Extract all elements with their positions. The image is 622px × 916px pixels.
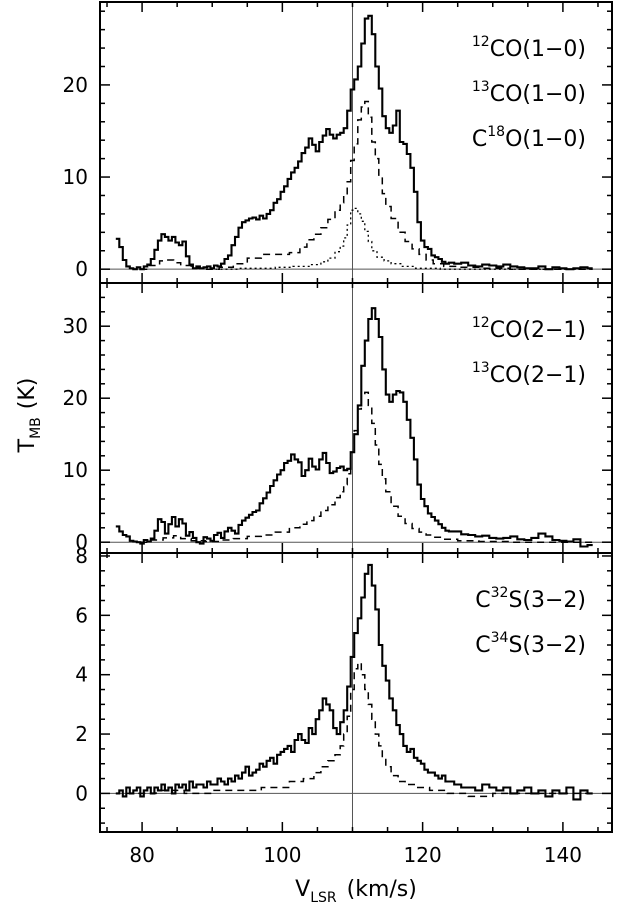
x-tick-label: 140	[544, 843, 582, 867]
y-axis-title-unit: (K)	[15, 378, 40, 410]
x-axis-title-main: V	[295, 877, 310, 902]
x-tick-label: 80	[129, 843, 154, 867]
panel-frame	[99, 552, 613, 833]
y-tick-label: 0	[75, 257, 88, 281]
legend-entry: 13CO(2−1)	[472, 360, 586, 388]
y-tick-label: 2	[75, 722, 88, 746]
y-tick-label: 0	[75, 781, 88, 805]
legend-entry: C18O(1−0)	[472, 124, 586, 152]
x-tick-label: 120	[404, 843, 442, 867]
x-axis-title: VLSR (km/s)	[295, 877, 417, 906]
y-tick-label: 20	[63, 386, 88, 410]
legend-entry: C32S(3−2)	[475, 585, 586, 613]
y-tick-label: 30	[63, 314, 88, 338]
legend-entry: 12CO(1−0)	[472, 34, 586, 62]
series-solid	[115, 307, 593, 548]
y-axis-title: TMB (K)	[15, 378, 44, 454]
y-axis-title-sub: MB	[28, 417, 44, 439]
x-tick-label: 100	[263, 843, 301, 867]
x-axis-title-unit: (km/s)	[347, 877, 417, 902]
series-dashed	[140, 100, 593, 270]
series-dashed	[140, 391, 593, 543]
series-solid	[115, 14, 593, 271]
y-tick-label: 10	[63, 458, 88, 482]
y-tick-label: 4	[75, 663, 88, 687]
y-tick-label: 10	[63, 165, 88, 189]
panel-2: 0 10 20 30 12CO(2−1) 13CO(2−1)	[63, 282, 613, 554]
series-solid	[115, 563, 593, 801]
y-tick-label: 8	[75, 544, 88, 568]
x-axis-title-sub: LSR	[310, 890, 337, 906]
legend-entry: C34S(3−2)	[475, 630, 586, 658]
legend-entry: 12CO(2−1)	[472, 315, 586, 343]
y-tick-label: 6	[75, 603, 88, 627]
legend-entry: 13CO(1−0)	[472, 79, 586, 107]
panel-1: 0 10 20 12CO(1−0) 13CO(1−0) C18O(1−0)	[63, 1, 613, 284]
y-tick-label: 0	[75, 530, 88, 554]
series-dashed	[126, 662, 593, 798]
y-axis-title-main: T	[15, 438, 40, 453]
panel-3: 0 2 4 6 8 C32S(3−2) C34S(3−2)	[75, 544, 613, 833]
y-tick-label: 20	[63, 73, 88, 97]
series-dotted	[210, 207, 593, 270]
